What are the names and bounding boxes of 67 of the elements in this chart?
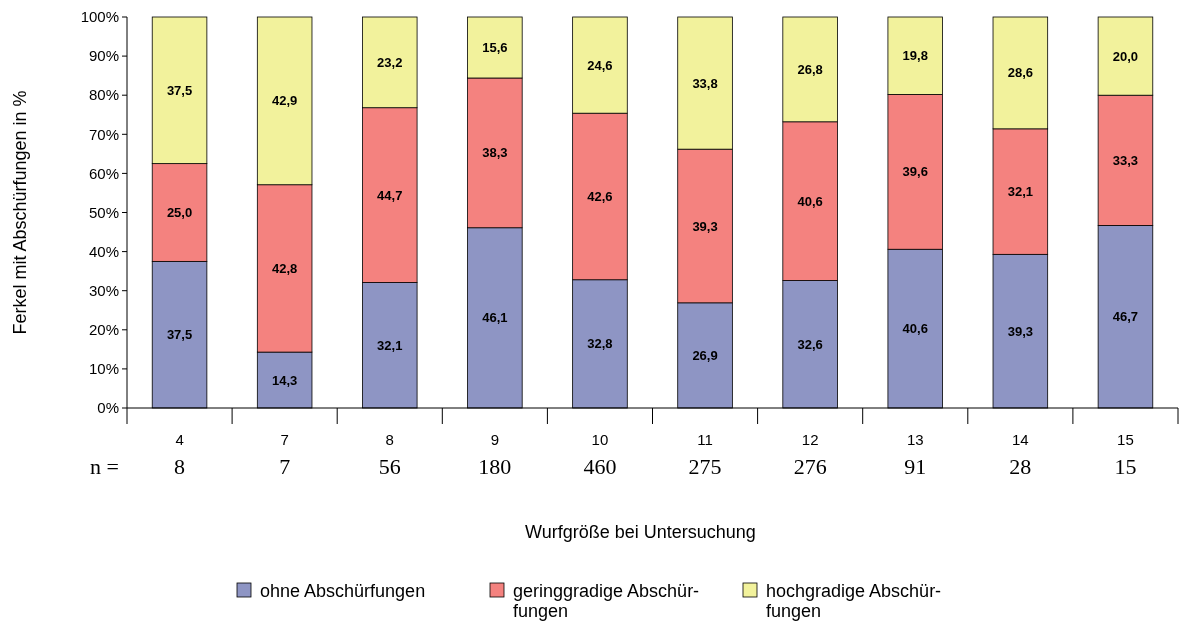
data-label: 26,8 bbox=[797, 61, 823, 77]
y-tick-label: 90% bbox=[88, 47, 119, 65]
text: 56 bbox=[378, 454, 401, 479]
data-label: 39,3 bbox=[1007, 323, 1034, 339]
data-label: 19,8 bbox=[902, 48, 928, 64]
text: n = bbox=[90, 454, 119, 479]
y-tick-label: 80% bbox=[88, 86, 119, 104]
text: 180 bbox=[478, 454, 512, 479]
data-label: 26,9 bbox=[692, 347, 718, 363]
y-axis-title: Ferkel mit Abschürfungen in % bbox=[10, 90, 30, 335]
data-label: 42,6 bbox=[587, 189, 613, 205]
x-tick-label: 15 bbox=[1117, 431, 1134, 448]
text: 8 bbox=[174, 454, 186, 479]
data-label: 28,6 bbox=[1007, 65, 1034, 81]
x-axis-title: Wurfgröße bei Untersuchung bbox=[525, 522, 756, 542]
legend-label: geringgradige Abschür- fungen bbox=[513, 581, 700, 621]
y-tick-label: 100% bbox=[80, 8, 119, 26]
data-label: 44,7 bbox=[377, 187, 403, 203]
text: 28 bbox=[1009, 454, 1032, 479]
y-tick-label: 40% bbox=[88, 242, 119, 260]
x-tick-label: 11 bbox=[697, 431, 713, 448]
text: 275 bbox=[688, 454, 722, 479]
x-tick-label: 8 bbox=[385, 431, 394, 448]
data-label: 39,3 bbox=[692, 218, 718, 234]
data-label: 23,2 bbox=[377, 54, 403, 70]
data-label: 40,6 bbox=[797, 193, 823, 209]
x-tick-label: 7 bbox=[280, 431, 289, 448]
x-tick-label: 12 bbox=[801, 431, 819, 448]
data-label: 37,5 bbox=[166, 327, 193, 343]
data-label: 32,1 bbox=[1007, 184, 1034, 200]
text: 276 bbox=[793, 454, 827, 479]
x-tick-label: 13 bbox=[906, 431, 924, 448]
data-label: 42,9 bbox=[271, 93, 298, 109]
x-tick-label: 14 bbox=[1012, 431, 1029, 448]
y-tick-label: 20% bbox=[88, 321, 119, 339]
data-label: 15,6 bbox=[482, 40, 508, 56]
y-tick-label: 30% bbox=[88, 281, 119, 299]
y-tick-label: 50% bbox=[88, 203, 119, 221]
data-label: 32,8 bbox=[587, 336, 613, 352]
data-label: 40,6 bbox=[902, 321, 928, 337]
data-label: 14,3 bbox=[271, 372, 298, 388]
text: 91 bbox=[904, 454, 927, 479]
data-label: 38,3 bbox=[482, 145, 508, 161]
data-label: 46,1 bbox=[482, 310, 508, 326]
y-tick-label: 70% bbox=[88, 125, 119, 143]
text: 15 bbox=[1114, 454, 1137, 479]
x-tick-label: 4 bbox=[175, 431, 184, 448]
data-label: 32,6 bbox=[797, 336, 823, 352]
data-label: 42,8 bbox=[271, 260, 298, 276]
x-tick-label: 10 bbox=[591, 431, 609, 448]
y-tick-label: 10% bbox=[88, 360, 119, 378]
data-label: 24,6 bbox=[587, 57, 613, 73]
data-label: 46,7 bbox=[1112, 309, 1139, 325]
data-label: 32,1 bbox=[377, 337, 403, 353]
x-tick-label: 9 bbox=[490, 431, 500, 448]
legend-label: ohne Abschürfungen bbox=[260, 581, 426, 601]
legend-label: hochgradige Abschür- fungen bbox=[766, 581, 942, 621]
data-label: 25,0 bbox=[166, 205, 193, 221]
data-label: 39,6 bbox=[902, 164, 928, 180]
data-label: 33,3 bbox=[1112, 152, 1139, 168]
text: 7 bbox=[279, 454, 291, 479]
data-label: 20,0 bbox=[1112, 48, 1139, 64]
data-label: 33,8 bbox=[692, 75, 718, 91]
data-label: 37,5 bbox=[166, 82, 193, 98]
y-tick-label: 60% bbox=[88, 164, 119, 182]
y-tick-label: 0% bbox=[97, 399, 119, 417]
text: 460 bbox=[583, 454, 617, 479]
